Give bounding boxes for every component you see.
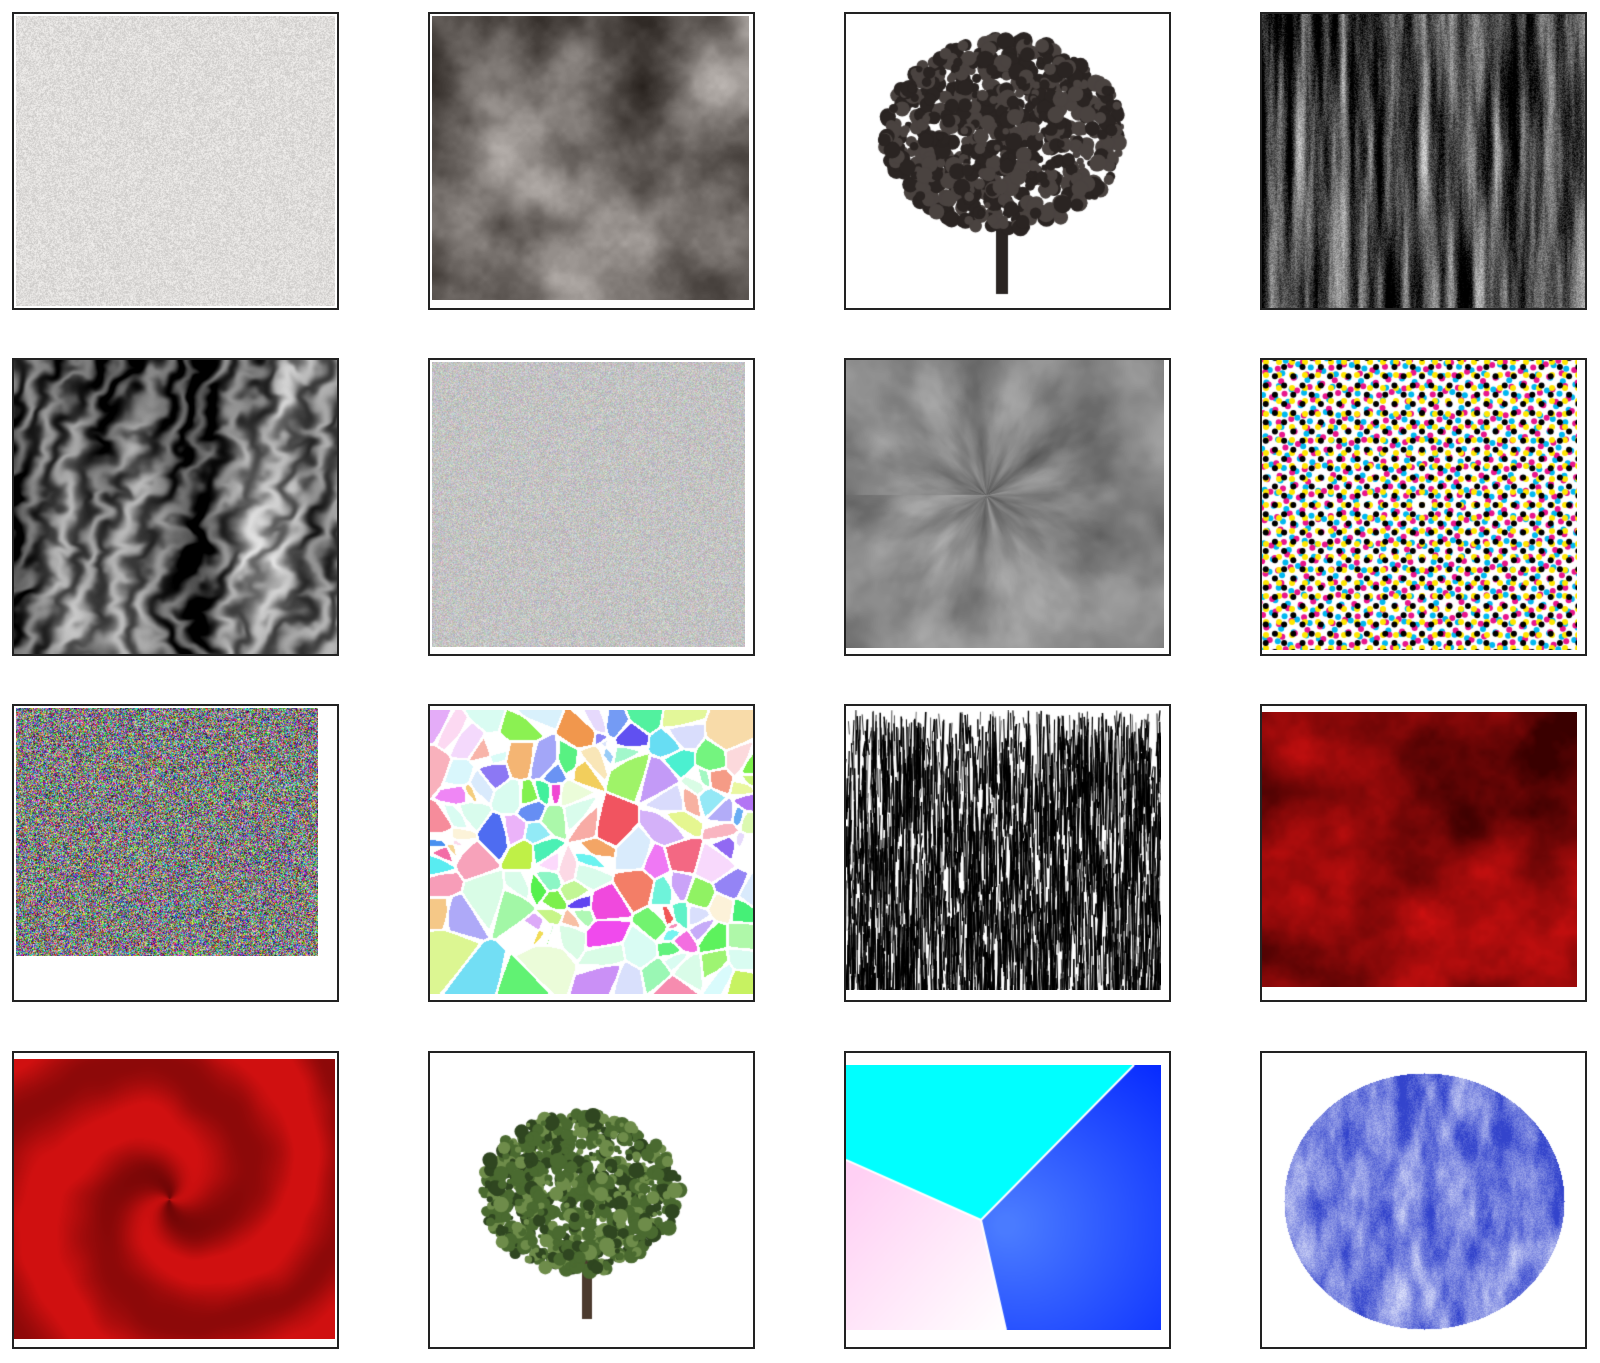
vertical-streaks-texture <box>1262 14 1585 308</box>
green-tree-image <box>430 1053 753 1347</box>
cmyk-halftone-dots-texture <box>1262 360 1577 650</box>
dark-smoke-clouds-texture <box>432 16 749 300</box>
tile-8 <box>1260 358 1587 656</box>
wavy-marble-texture <box>14 360 337 654</box>
radial-smoke-texture <box>846 360 1164 648</box>
tile-12 <box>1260 704 1587 1002</box>
tile-10 <box>428 704 755 1002</box>
tile-7 <box>844 358 1171 656</box>
tile-14 <box>428 1051 755 1349</box>
tile-11 <box>844 704 1171 1002</box>
black-scratch-lines-texture <box>846 710 1161 990</box>
red-clouds-texture <box>1262 712 1577 987</box>
fine-gray-noise-texture <box>16 16 335 306</box>
pastel-voronoi-cells-texture <box>430 710 753 994</box>
three-region-gradient-texture <box>846 1065 1161 1330</box>
colored-speckle-texture <box>432 362 745 647</box>
tile-9 <box>12 704 339 1002</box>
tile-1 <box>12 12 339 310</box>
blue-noise-disc-texture <box>1262 1053 1585 1347</box>
tile-15 <box>844 1051 1171 1349</box>
red-swirl-texture <box>14 1059 335 1339</box>
tile-4 <box>1260 12 1587 310</box>
tile-5 <box>12 358 339 656</box>
tile-3 <box>844 12 1171 310</box>
dark-tree-silhouette-image <box>846 14 1169 308</box>
tile-6 <box>428 358 755 656</box>
tile-16 <box>1260 1051 1587 1349</box>
tile-13 <box>12 1051 339 1349</box>
rgb-static-noise-texture <box>16 708 318 956</box>
tile-2 <box>428 12 755 310</box>
